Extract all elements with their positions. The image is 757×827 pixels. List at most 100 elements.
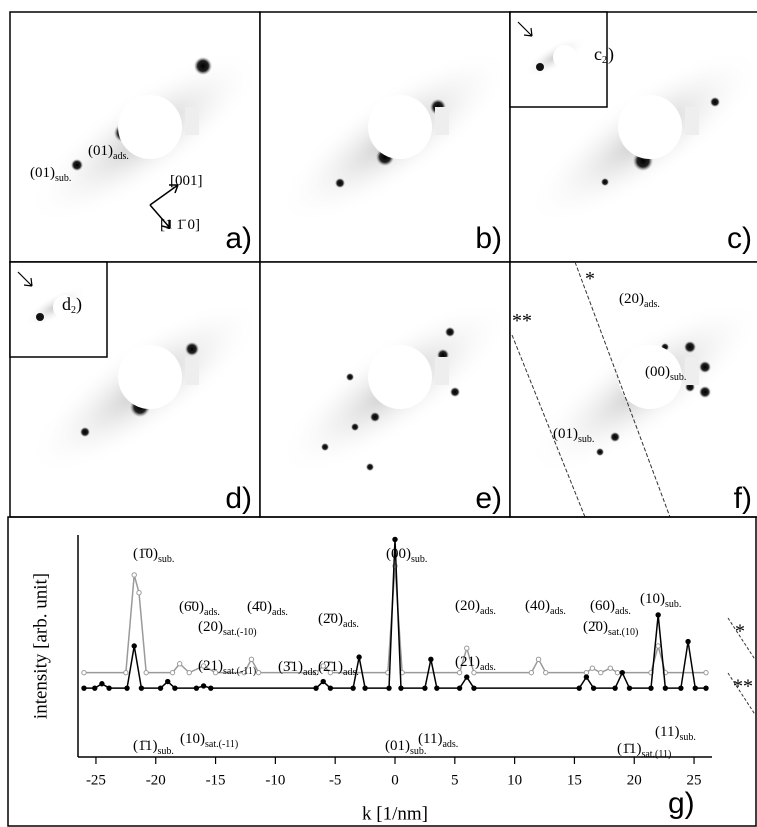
profile-point [583, 674, 590, 680]
profile-point [200, 683, 207, 689]
profile-chart: -25 -20 -15 -10 -5 0 5 10 15 20 25 k [1/nm] intensit… [7, 516, 757, 827]
annotation-text: (11) [418, 731, 442, 747]
annotation-text: (2̄1) [318, 659, 343, 675]
annotation-text: (01) [385, 738, 410, 754]
screen-holder [185, 357, 199, 385]
profile-point [662, 685, 669, 691]
annotation-text: ) [608, 44, 614, 65]
diffraction-spot [684, 341, 696, 353]
profile-point [320, 678, 326, 685]
diffraction-spot [346, 373, 354, 381]
profile-point [576, 685, 582, 691]
annotation-sub: ads. [442, 739, 458, 750]
diffraction-spot [80, 427, 90, 437]
annotation: (4̄0)ads. [247, 599, 288, 618]
annotation: ) [76, 294, 82, 315]
panel-label: e) [475, 482, 502, 515]
screen-shadow [118, 345, 182, 409]
annotation: (1̄0)sub. [133, 546, 174, 565]
x-tick-label: -20 [146, 772, 166, 788]
profile-point [313, 685, 319, 691]
annotation-text: (01) [88, 143, 113, 159]
profile-point [131, 572, 137, 578]
profile-point [136, 590, 142, 596]
profile-point [81, 685, 87, 691]
profile-point [434, 685, 440, 691]
annotation: ) [608, 44, 614, 65]
annotation-text: (21) [198, 658, 223, 674]
x-tick-label: 5 [451, 772, 459, 788]
profile-point [143, 669, 149, 676]
annotation-sub: sub. [578, 434, 594, 445]
arrow [517, 21, 533, 37]
annotation-text: (20) [619, 291, 644, 307]
screen-shadow [118, 95, 182, 159]
profile-point [685, 638, 691, 645]
profile-point [528, 669, 535, 676]
profile-point [176, 661, 183, 667]
profile-point [614, 669, 621, 676]
panel-label: g) [668, 787, 695, 820]
profile-point [589, 665, 596, 671]
profile-point [248, 656, 255, 663]
annotation: (20)sat.(-10) [198, 619, 257, 638]
profile-point [598, 669, 604, 676]
annotation-text: (4̄0) [247, 599, 272, 615]
profile-point [655, 612, 661, 618]
annotation-sub: sub. [670, 372, 686, 383]
diffraction-spot [194, 57, 212, 75]
profile-point [99, 681, 105, 687]
legend-stroke [727, 617, 757, 662]
profile-point [81, 669, 87, 676]
annotation-text: (10) [640, 591, 665, 607]
profile-point [386, 685, 392, 691]
annotation-text: (00) [645, 364, 670, 380]
screen-holder [685, 107, 699, 135]
inset-shadow [53, 295, 77, 319]
profile-point [356, 654, 362, 660]
x-tick-label: -5 [329, 772, 342, 788]
profile-point [648, 685, 654, 691]
annotation: (2̄0)ads. [318, 611, 359, 630]
profile-point [157, 685, 164, 691]
profile-point [138, 685, 145, 691]
annotation-text: (40) [525, 598, 550, 614]
annotation: c2 [594, 44, 607, 66]
annotation-text: * [585, 268, 595, 290]
inset-shadow [553, 45, 577, 69]
profile-point [543, 669, 549, 676]
annotation-text: d [62, 294, 71, 314]
annotation: (11)ads. [418, 731, 458, 750]
annotation-sub: sub. [55, 173, 71, 184]
annotation: (01)sub. [553, 426, 594, 445]
annotation-text: (3̄1) [278, 659, 303, 675]
annotation: (01)sub. [30, 165, 71, 184]
annotation-sub: 2 [71, 305, 76, 316]
annotation: (10)sub. [640, 591, 681, 610]
annotation: [001] [170, 173, 203, 189]
annotation-text: (20) [198, 619, 223, 635]
profile-point [327, 685, 334, 691]
annotation: * [585, 268, 595, 290]
annotation-text: (1̄1) [617, 741, 641, 757]
screen-shadow [368, 95, 432, 159]
diffraction-spot [610, 432, 620, 442]
profile-point [165, 678, 171, 685]
annotation-sub: sub. [157, 746, 173, 757]
legend-stroke [727, 672, 757, 717]
profile-point [590, 685, 597, 691]
profile-point [186, 669, 192, 676]
profile-point [255, 669, 262, 676]
annotation: (01)sub. [385, 738, 426, 757]
annotation-sub: ads. [303, 667, 319, 678]
screen-holder [685, 357, 699, 385]
annotation: (00)sub. [386, 546, 427, 565]
profile-point [607, 665, 614, 671]
x-tick-label: 25 [687, 772, 702, 788]
annotation-sub: ads. [113, 151, 129, 162]
annotation: (20)ads. [455, 598, 496, 617]
annotation-text: ** [512, 310, 532, 332]
profile-line [574, 261, 671, 518]
annotation: (20)ads. [619, 291, 660, 310]
